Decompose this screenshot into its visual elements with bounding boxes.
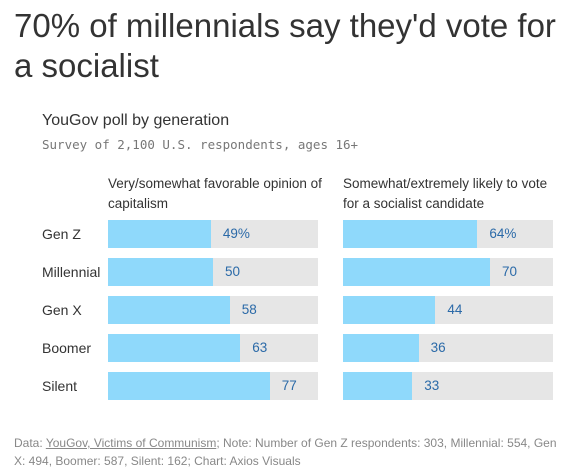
bar: [108, 372, 270, 400]
footer-note: Data: YouGov, Victims of Communism; Note…: [14, 434, 570, 470]
bar: [108, 258, 213, 286]
data-label: 44: [447, 302, 463, 317]
bar-track: 58: [108, 296, 318, 324]
panel-heading-capitalism: Very/somewhat favorable opinion of capit…: [108, 176, 322, 211]
chart-subtitle: Survey of 2,100 U.S. respondents, ages 1…: [42, 137, 359, 152]
category-label: Boomer: [42, 340, 92, 356]
bar: [343, 258, 490, 286]
bar: [108, 334, 241, 362]
data-label: 58: [241, 302, 257, 317]
bar-track: 50: [108, 258, 318, 286]
bar: [108, 296, 230, 324]
bar: [343, 296, 436, 324]
data-label: 33: [424, 378, 440, 393]
data-label: 63: [252, 340, 268, 355]
bar-track: 77: [108, 372, 318, 400]
category-label: Silent: [42, 378, 78, 394]
source-link[interactable]: YouGov, Victims of Communism: [45, 436, 217, 450]
bar-track: 44: [343, 296, 553, 324]
footer-prefix: Data:: [14, 436, 46, 450]
data-label: 77: [281, 378, 297, 393]
data-label: 70: [502, 264, 518, 279]
bar: [343, 220, 478, 248]
bar-track: 33: [343, 372, 553, 400]
bar-track: 64%: [343, 220, 553, 248]
bar: [343, 372, 413, 400]
category-label: Gen X: [42, 302, 82, 318]
footer-text: ; Note: Number of Gen Z respondents: 303…: [14, 436, 557, 468]
bar-track: 63: [108, 334, 318, 362]
bar: [108, 220, 211, 248]
panel-heading-socialist: Somewhat/extremely likely to vote for a …: [343, 176, 548, 211]
category-label: Gen Z: [42, 226, 81, 242]
headline: 70% of millennials say they'd vote for a…: [14, 7, 556, 84]
bar: [343, 334, 419, 362]
data-label: 64%: [489, 226, 517, 241]
chart-title: YouGov poll by generation: [42, 112, 230, 129]
bar-track: 49%: [108, 220, 318, 248]
bar-track: 70: [343, 258, 553, 286]
bar-track: 36: [343, 334, 553, 362]
category-label: Millennial: [42, 264, 101, 280]
data-label: 36: [430, 340, 446, 355]
data-label: 49%: [222, 226, 250, 241]
data-label: 50: [225, 264, 241, 279]
